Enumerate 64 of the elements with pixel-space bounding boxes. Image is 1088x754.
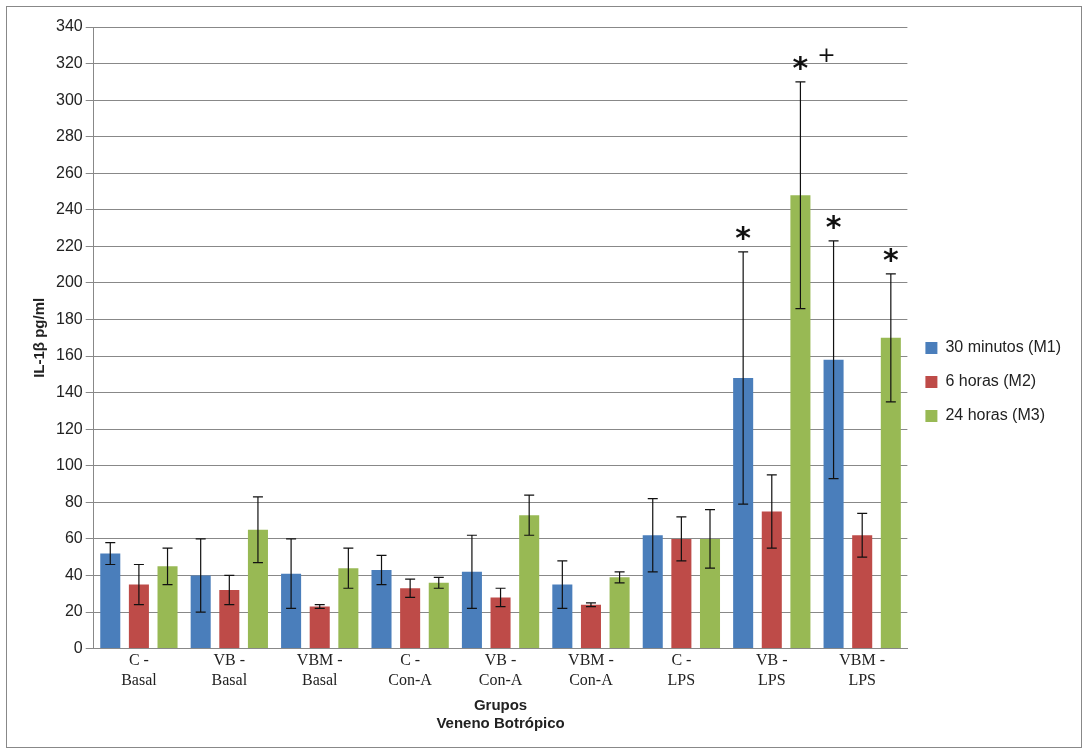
annotation: * bbox=[792, 49, 809, 85]
bar bbox=[219, 590, 240, 649]
bar bbox=[552, 584, 573, 649]
bar bbox=[642, 535, 663, 649]
y-tick-label: 160 bbox=[55, 346, 83, 364]
x-tick-label: C - LPS bbox=[667, 651, 696, 688]
x-tick-label: VB - Basal bbox=[211, 651, 248, 688]
bar bbox=[490, 597, 511, 649]
bar bbox=[190, 575, 211, 649]
bar bbox=[461, 571, 482, 649]
y-tick-label: 260 bbox=[55, 163, 83, 181]
x-tick-label: C - Con-A bbox=[388, 651, 433, 688]
y-tick-label: 80 bbox=[64, 492, 83, 510]
bar bbox=[281, 573, 302, 649]
bar bbox=[880, 337, 901, 649]
annotation: * bbox=[735, 219, 752, 255]
y-tick-label: 220 bbox=[55, 236, 83, 254]
bar bbox=[400, 588, 421, 649]
legend-label: 24 horas (M3) bbox=[945, 406, 1045, 424]
y-tick-label: 300 bbox=[55, 90, 83, 108]
y-tick-label: 0 bbox=[73, 639, 83, 657]
x-tick-label: VB - Con-A bbox=[478, 651, 523, 688]
x-tick-label: VBM - Basal bbox=[296, 651, 343, 688]
annotation: * bbox=[882, 241, 899, 277]
bar bbox=[609, 577, 630, 649]
y-tick-label: 60 bbox=[64, 529, 83, 547]
y-tick-label: 320 bbox=[55, 53, 83, 71]
y-tick-label: 100 bbox=[55, 456, 83, 474]
bar bbox=[128, 584, 149, 649]
bar bbox=[338, 568, 359, 649]
y-axis-title: IL-1β pg/ml bbox=[30, 297, 48, 378]
bar bbox=[761, 511, 782, 649]
y-tick-label: 280 bbox=[55, 127, 83, 145]
annotation: * bbox=[825, 208, 842, 244]
bar bbox=[157, 566, 178, 649]
y-tick-label: 180 bbox=[55, 309, 83, 327]
bar bbox=[699, 538, 721, 649]
legend-label: 6 horas (M2) bbox=[945, 372, 1037, 390]
x-tick-label: VB - LPS bbox=[756, 651, 788, 688]
bar bbox=[100, 553, 121, 649]
legend-label: 30 minutos (M1) bbox=[945, 338, 1061, 356]
bar bbox=[580, 604, 601, 649]
bar bbox=[519, 515, 540, 649]
bar bbox=[823, 359, 844, 649]
x-tick-label: VBM - Con-A bbox=[568, 651, 614, 688]
bar bbox=[852, 535, 873, 649]
bar bbox=[309, 606, 330, 649]
x-tick-label: VBM - LPS bbox=[839, 651, 886, 688]
y-tick-label: 120 bbox=[55, 419, 83, 437]
bar bbox=[428, 582, 449, 649]
bar bbox=[790, 195, 811, 649]
y-tick-label: 140 bbox=[55, 383, 83, 401]
bar bbox=[371, 569, 392, 649]
x-tick-label: C - Basal bbox=[121, 651, 158, 688]
annotation: + bbox=[817, 41, 836, 67]
bar bbox=[247, 529, 268, 649]
y-tick-label: 240 bbox=[55, 200, 83, 218]
x-axis-title: Grupos Veneno Botrópico bbox=[436, 696, 565, 732]
y-tick-label: 40 bbox=[64, 565, 83, 583]
y-tick-label: 340 bbox=[55, 17, 83, 35]
y-tick-label: 200 bbox=[55, 273, 83, 291]
bar bbox=[671, 538, 692, 649]
y-tick-label: 20 bbox=[64, 602, 83, 620]
bar bbox=[733, 378, 754, 649]
